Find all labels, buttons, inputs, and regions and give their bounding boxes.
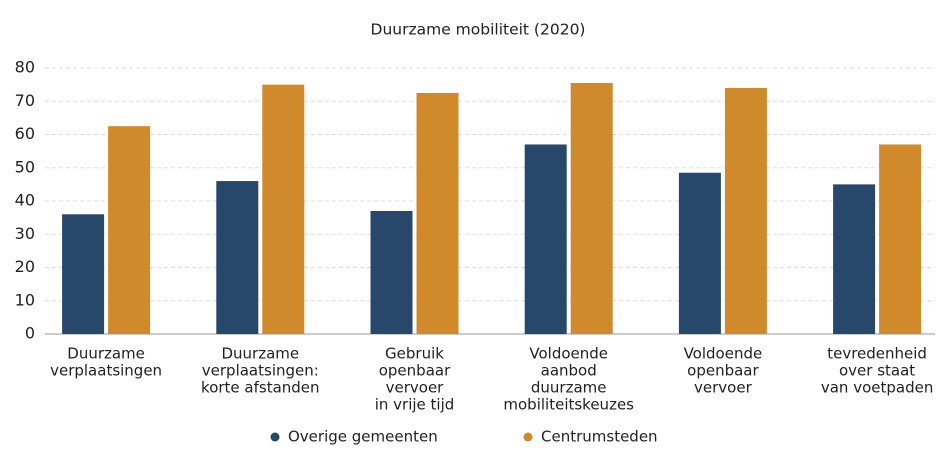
bar xyxy=(678,172,721,334)
x-tick-label: vervoer xyxy=(694,379,753,397)
y-tick-label: 50 xyxy=(15,157,35,176)
legend-label: Overige gemeenten xyxy=(288,428,438,446)
legend-marker xyxy=(523,432,533,442)
chart-title: Duurzame mobiliteit (2020) xyxy=(371,21,586,39)
bar xyxy=(370,210,413,334)
x-tick-label: in vrije tijd xyxy=(375,396,455,414)
x-tick-label: Gebruik xyxy=(385,345,444,363)
bar xyxy=(879,144,922,334)
x-tick-label: mobiliteitskeuzes xyxy=(503,396,634,414)
x-tick-label: Duurzame xyxy=(67,345,145,363)
bar xyxy=(108,126,151,334)
y-tick-label: 10 xyxy=(15,290,35,309)
y-tick-label: 70 xyxy=(15,91,35,110)
x-tick-label: Duurzame xyxy=(221,345,299,363)
y-tick-label: 0 xyxy=(25,324,35,343)
y-tick-label: 40 xyxy=(15,191,35,210)
x-tick-label: openbaar xyxy=(687,362,759,380)
x-tick-label: vervoer xyxy=(386,379,445,397)
bar xyxy=(570,82,613,335)
x-tick-label: Voldoende xyxy=(529,345,608,363)
bar xyxy=(262,84,305,334)
x-tick-label: duurzame xyxy=(531,379,607,397)
y-tick-label: 20 xyxy=(15,257,35,276)
x-tick-label: verplaatsingen xyxy=(50,362,162,380)
x-tick-label: openbaar xyxy=(379,362,451,380)
x-tick-label: van voetpaden xyxy=(821,379,933,397)
bar xyxy=(524,144,567,334)
x-tick-label: tevredenheid xyxy=(827,345,927,363)
legend-marker xyxy=(270,432,280,442)
bar xyxy=(724,87,767,334)
x-tick-label: verplaatsingen: xyxy=(202,362,319,380)
x-tick-label: korte afstanden xyxy=(201,379,320,397)
y-tick-label: 60 xyxy=(15,124,35,143)
bar xyxy=(62,214,105,334)
x-tick-label: over staat xyxy=(839,362,915,380)
bar xyxy=(416,92,459,334)
legend-label: Centrumsteden xyxy=(541,428,658,446)
y-tick-label: 30 xyxy=(15,224,35,243)
bar xyxy=(833,184,876,334)
x-tick-label: Voldoende xyxy=(684,345,763,363)
bar xyxy=(216,181,259,334)
y-tick-label: 80 xyxy=(15,58,35,77)
x-tick-label: aanbod xyxy=(541,362,597,380)
